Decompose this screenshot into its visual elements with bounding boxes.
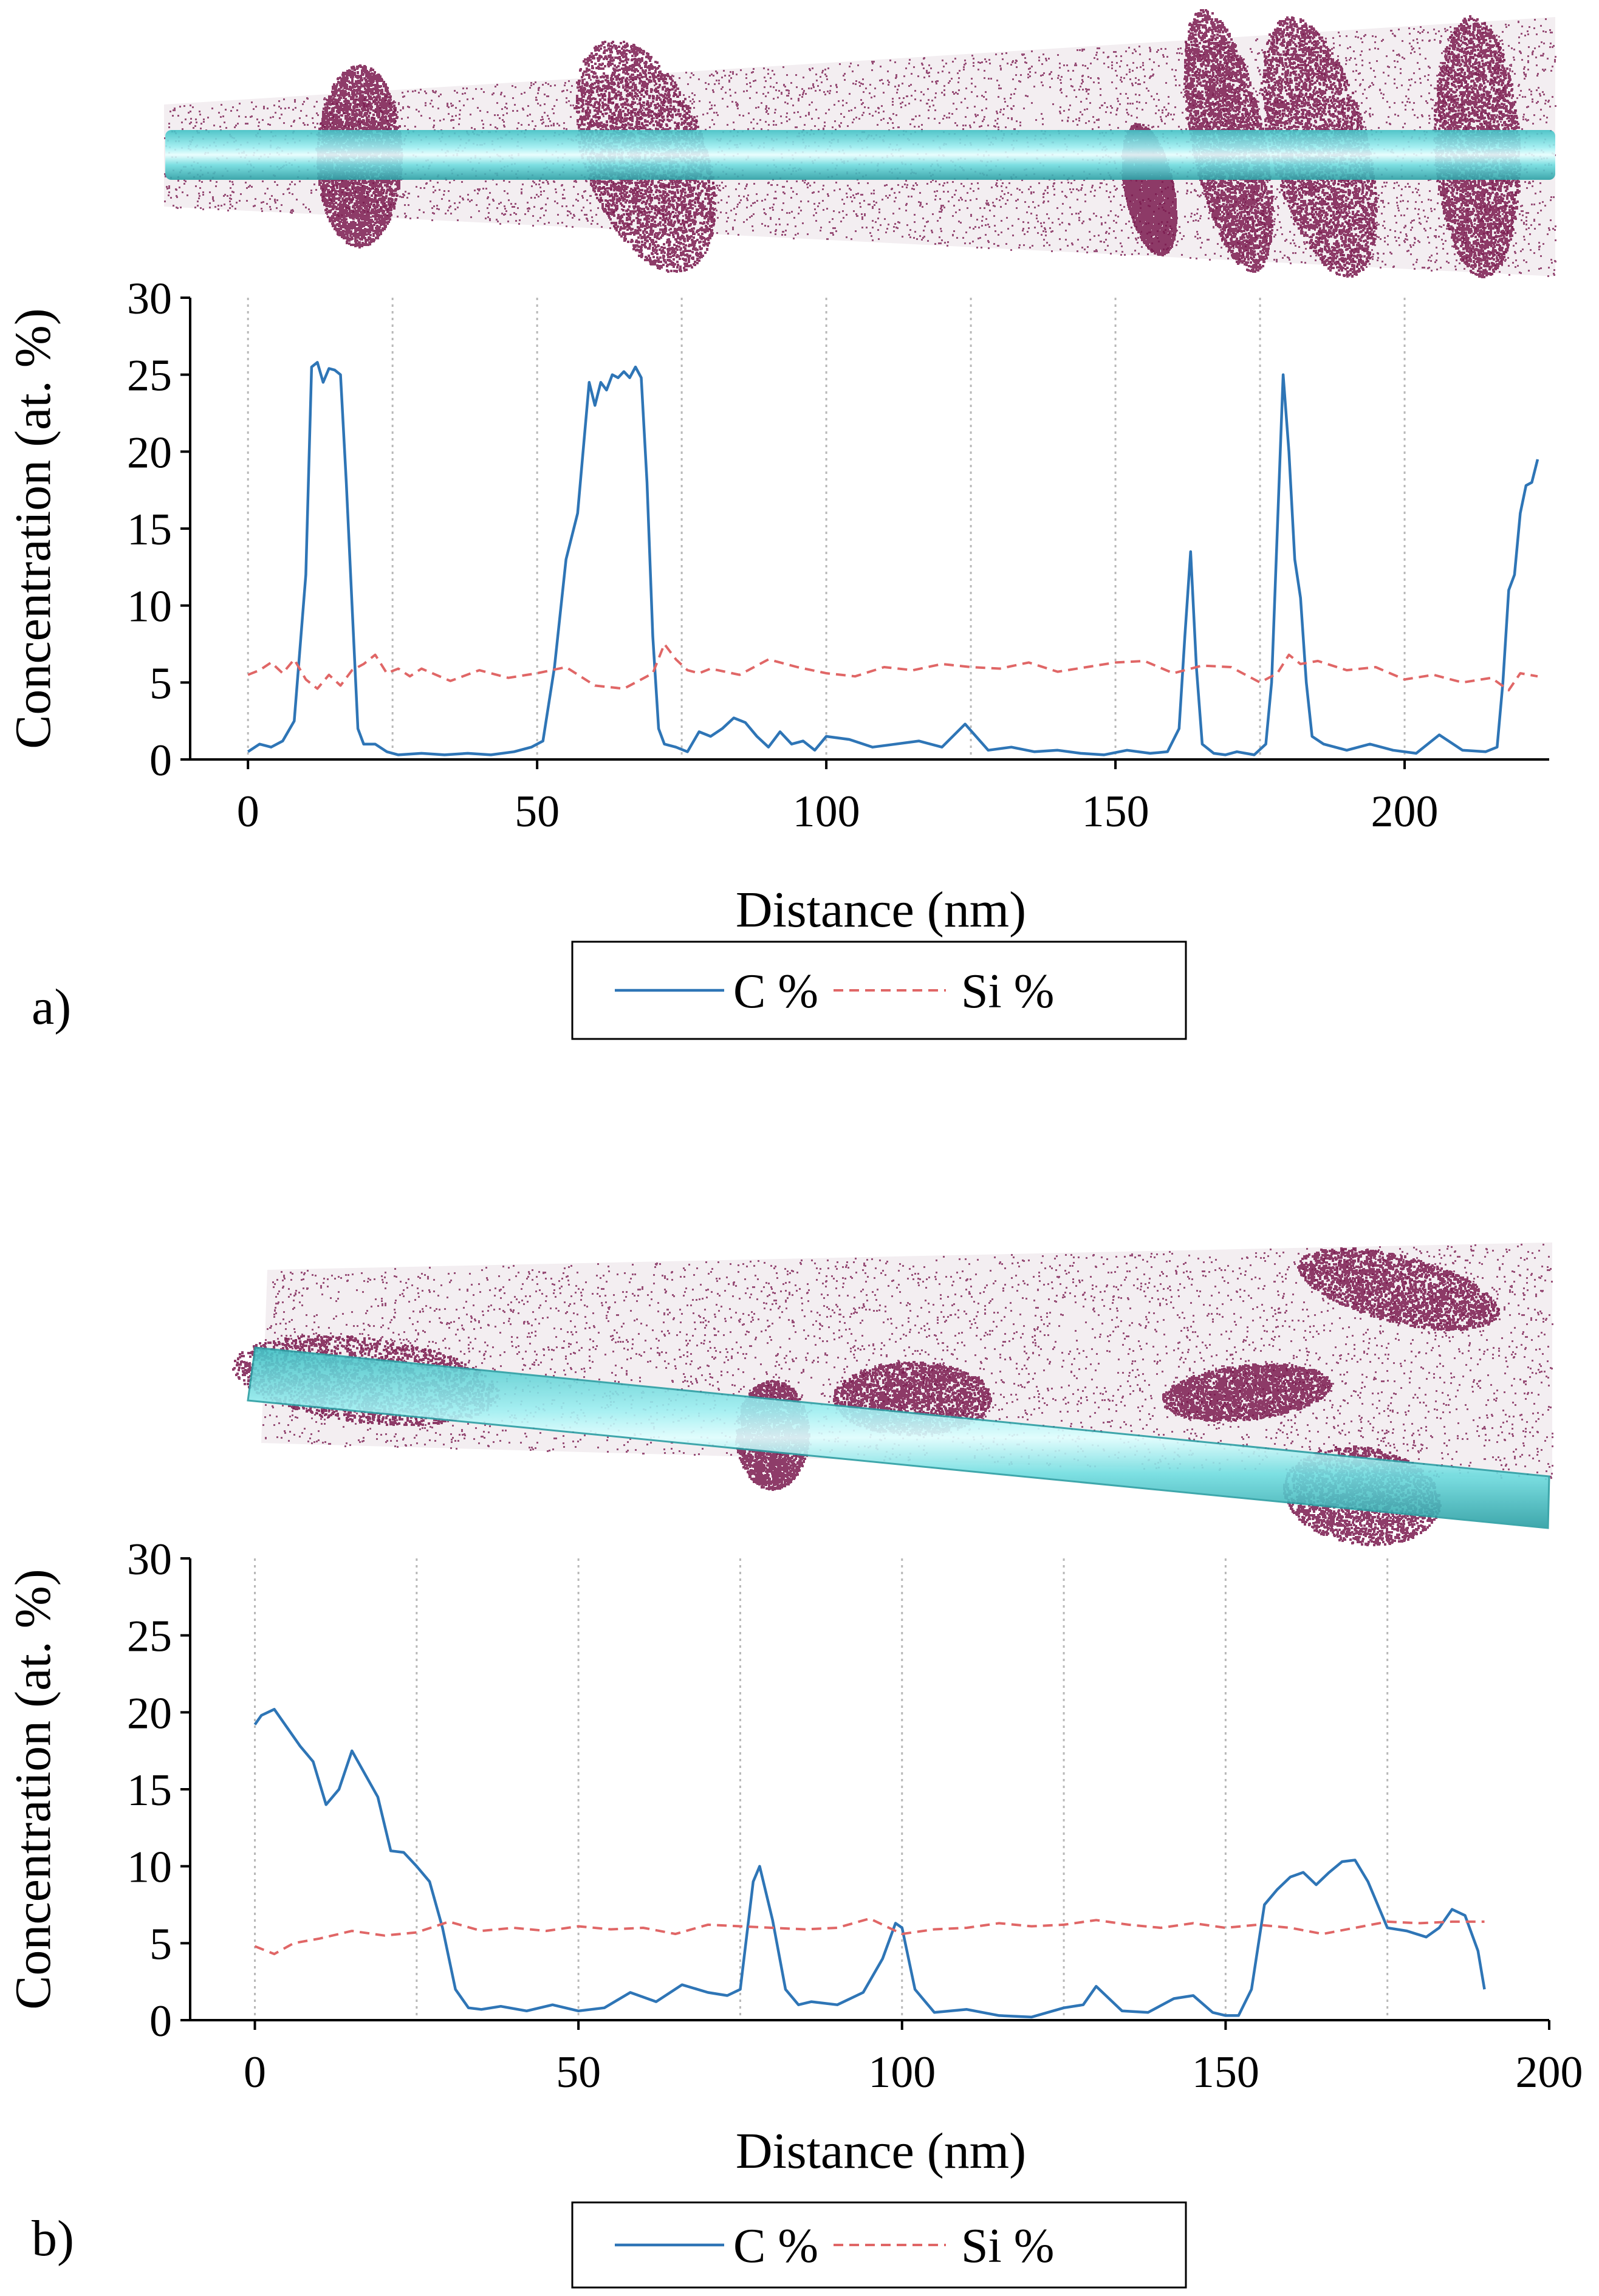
y-tick-label: 20 xyxy=(127,1688,172,1738)
chart-b: 0 5 10 15 20 25 30 0 50 100 150 200 Distance (nm) Con… xyxy=(5,1535,1583,2289)
legend-label-si: Si % xyxy=(961,965,1054,1018)
y-tick-label: 10 xyxy=(127,1843,172,1893)
analysis-cylinder-a xyxy=(165,130,1555,180)
x-tick-label: 0 xyxy=(237,787,259,837)
legend-label-si: Si % xyxy=(961,2219,1054,2273)
y-tick-label: 5 xyxy=(149,1919,172,1969)
y-tick-label: 5 xyxy=(149,659,172,708)
series-si-line xyxy=(254,1917,1485,1956)
carbon-band xyxy=(1162,1363,1332,1422)
y-tick-label: 0 xyxy=(149,736,172,786)
x-tick-label: 150 xyxy=(1192,2048,1259,2097)
y-tick-label: 30 xyxy=(127,1535,172,1585)
legend-label-c: C % xyxy=(733,965,818,1018)
x-tick-label: 150 xyxy=(1082,787,1149,837)
panel-label-a: a) xyxy=(32,979,71,1035)
x-tick-label: 50 xyxy=(556,2048,601,2097)
legend-label-c: C % xyxy=(733,2219,818,2273)
atom-speckle-a xyxy=(164,18,1556,277)
chart-a: 0 5 10 15 20 25 30 0 50 100 150 200 Distance (nm) Con… xyxy=(5,274,1549,1040)
atom-dots xyxy=(164,18,1556,277)
x-tick-label: 200 xyxy=(1516,2048,1583,2097)
series-si-line xyxy=(247,643,1538,691)
y-tick-label: 15 xyxy=(127,1766,172,1815)
x-axis-title: Distance (nm) xyxy=(736,882,1026,938)
y-tick-label: 15 xyxy=(127,505,172,555)
carbon-band xyxy=(1297,1247,1500,1331)
x-tick-label: 0 xyxy=(244,2048,266,2097)
x-tick-label: 200 xyxy=(1371,787,1439,837)
legend: C % Si % xyxy=(571,941,1187,1040)
x-tick-label: 50 xyxy=(515,787,560,837)
y-tick-label: 30 xyxy=(127,274,172,324)
x-tick-label: 100 xyxy=(868,2048,936,2097)
y-tick-label: 25 xyxy=(127,351,172,401)
y-axis-title: Concentration (at. %) xyxy=(5,1569,61,2009)
reconstruction-b xyxy=(232,1242,1553,1546)
y-tick-label: 20 xyxy=(127,428,172,478)
series-c-line xyxy=(247,361,1539,756)
panel-label-b: b) xyxy=(32,2210,74,2267)
legend: C % Si % xyxy=(571,2201,1187,2289)
y-tick-label: 10 xyxy=(127,582,172,632)
analysis-cylinder-b xyxy=(247,1346,1550,1529)
y-axis-title: Concentration (at. %) xyxy=(5,308,61,749)
y-tick-label: 0 xyxy=(149,1996,172,2046)
reconstruction-a xyxy=(164,9,1556,278)
x-tick-label: 100 xyxy=(793,787,860,837)
x-axis-title: Distance (nm) xyxy=(736,2123,1026,2179)
series-c-line xyxy=(253,1708,1486,2019)
y-tick-label: 25 xyxy=(127,1612,172,1662)
